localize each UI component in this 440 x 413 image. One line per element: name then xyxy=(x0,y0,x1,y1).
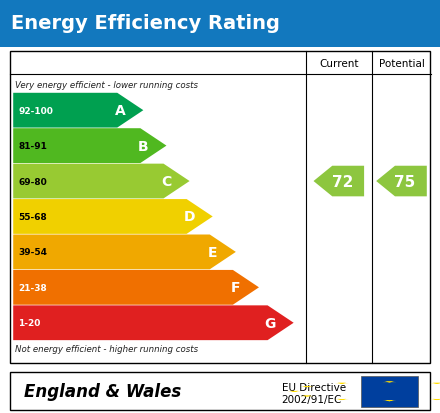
Polygon shape xyxy=(382,400,396,401)
Text: 55-68: 55-68 xyxy=(18,212,47,221)
Text: Not energy efficient - higher running costs: Not energy efficient - higher running co… xyxy=(15,344,198,353)
Polygon shape xyxy=(430,382,440,384)
Polygon shape xyxy=(13,94,143,128)
Polygon shape xyxy=(300,386,314,387)
Polygon shape xyxy=(335,382,349,384)
Text: England & Wales: England & Wales xyxy=(24,382,181,400)
Text: 1-20: 1-20 xyxy=(18,318,41,328)
Text: Current: Current xyxy=(319,59,359,69)
Text: 21-38: 21-38 xyxy=(18,283,47,292)
Bar xyxy=(361,376,418,407)
Text: G: G xyxy=(264,316,276,330)
Polygon shape xyxy=(287,391,301,392)
Text: 39-54: 39-54 xyxy=(18,248,48,257)
Text: 81-91: 81-91 xyxy=(18,142,48,151)
Text: E: E xyxy=(208,245,217,259)
Text: Energy Efficiency Rating: Energy Efficiency Rating xyxy=(11,14,280,33)
Text: 92-100: 92-100 xyxy=(18,107,53,115)
Polygon shape xyxy=(335,399,349,400)
Text: 75: 75 xyxy=(394,174,416,189)
Polygon shape xyxy=(430,399,440,400)
Text: D: D xyxy=(183,210,195,224)
Text: 2002/91/EC: 2002/91/EC xyxy=(282,394,342,404)
Text: F: F xyxy=(231,281,240,294)
Polygon shape xyxy=(13,199,213,234)
Polygon shape xyxy=(13,164,190,199)
Text: 72: 72 xyxy=(332,174,353,189)
Text: B: B xyxy=(138,139,148,153)
Polygon shape xyxy=(314,166,364,197)
Polygon shape xyxy=(376,166,427,197)
Text: Very energy efficient - lower running costs: Very energy efficient - lower running co… xyxy=(15,81,198,90)
Polygon shape xyxy=(300,395,314,397)
Polygon shape xyxy=(13,306,293,340)
Polygon shape xyxy=(13,129,166,164)
Text: Potential: Potential xyxy=(378,59,425,69)
Polygon shape xyxy=(13,270,259,305)
Bar xyxy=(10,372,430,411)
Polygon shape xyxy=(382,381,396,383)
Text: EU Directive: EU Directive xyxy=(282,382,346,392)
Text: C: C xyxy=(161,175,171,189)
Text: 69-80: 69-80 xyxy=(18,177,47,186)
Polygon shape xyxy=(13,235,236,270)
Text: A: A xyxy=(114,104,125,118)
